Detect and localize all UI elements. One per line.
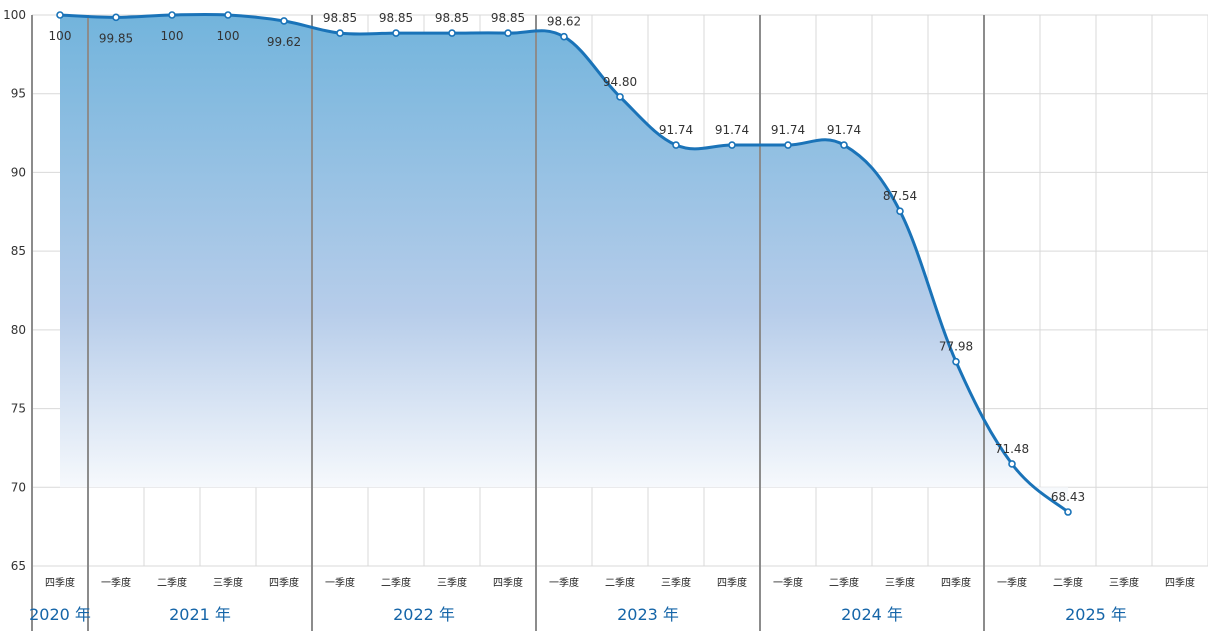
quarter-label: 三季度 bbox=[885, 576, 915, 589]
data-point bbox=[448, 29, 456, 37]
data-point bbox=[840, 141, 848, 149]
y-tick-label: 100 bbox=[3, 8, 26, 22]
quarter-label: 二季度 bbox=[381, 576, 411, 589]
year-label: 2022 年 bbox=[393, 605, 455, 624]
data-point bbox=[1064, 508, 1072, 516]
year-labels: 2020 年 2021 年 2022 年 2023 年 2024 年 2025 年 bbox=[29, 605, 1127, 624]
quarter-label: 二季度 bbox=[829, 576, 859, 589]
data-point bbox=[1008, 460, 1016, 468]
y-tick-label: 65 bbox=[11, 559, 26, 573]
quarter-label: 一季度 bbox=[549, 576, 579, 589]
y-tick-label: 85 bbox=[11, 244, 26, 258]
data-point bbox=[280, 17, 288, 25]
quarter-label: 三季度 bbox=[1109, 576, 1139, 589]
year-separators bbox=[31, 15, 985, 631]
quarter-label: 四季度 bbox=[717, 576, 747, 589]
data-point bbox=[336, 29, 344, 37]
quarter-label: 一季度 bbox=[997, 576, 1027, 589]
series-line bbox=[58, 12, 1070, 514]
y-tick-label: 90 bbox=[11, 165, 26, 179]
data-point bbox=[672, 141, 680, 149]
quarter-label: 三季度 bbox=[213, 576, 243, 589]
data-label: 98.85 bbox=[379, 11, 413, 25]
year-label: 2021 年 bbox=[169, 605, 231, 624]
data-point bbox=[616, 93, 624, 101]
data-point bbox=[728, 141, 736, 149]
quarter-label: 一季度 bbox=[101, 576, 131, 589]
data-label: 91.74 bbox=[715, 123, 749, 137]
data-label: 100 bbox=[161, 29, 184, 43]
data-label: 98.85 bbox=[491, 11, 525, 25]
data-label: 77.98 bbox=[939, 340, 973, 354]
data-point bbox=[952, 357, 960, 366]
quarter-label: 三季度 bbox=[661, 576, 691, 589]
y-axis-ticks: 65 70 75 80 85 90 95 100 bbox=[3, 8, 26, 573]
data-point bbox=[224, 11, 232, 19]
area-shape bbox=[60, 14, 1068, 513]
quarter-label: 二季度 bbox=[605, 576, 635, 589]
quarter-label: 四季度 bbox=[941, 576, 971, 589]
year-label: 2020 年 bbox=[29, 605, 91, 624]
data-point bbox=[896, 207, 904, 215]
data-point bbox=[504, 29, 512, 37]
year-label: 2024 年 bbox=[841, 605, 903, 624]
data-label: 98.62 bbox=[547, 15, 581, 29]
year-label: 2023 年 bbox=[617, 605, 679, 624]
quarter-labels: 四季度 一季度 二季度 三季度 四季度 一季度 二季度 三季度 四季度 一季度 二季度 三季度 四季度 一… bbox=[45, 576, 1195, 589]
data-labels: 100 99.85 100 100 99.62 98.85 98.85 98.85 98.85 9… bbox=[49, 11, 1086, 504]
data-point bbox=[168, 11, 176, 19]
quarter-label: 三季度 bbox=[437, 576, 467, 589]
data-label: 87.54 bbox=[883, 189, 917, 203]
data-label: 98.85 bbox=[435, 11, 469, 25]
year-label: 2025 年 bbox=[1065, 605, 1127, 624]
data-label: 100 bbox=[49, 29, 72, 43]
quarter-label: 四季度 bbox=[45, 576, 75, 589]
quarter-label: 四季度 bbox=[1165, 576, 1195, 589]
data-label: 99.62 bbox=[267, 35, 301, 49]
quarter-label: 二季度 bbox=[1053, 576, 1083, 589]
data-point bbox=[56, 11, 64, 19]
data-point bbox=[112, 13, 120, 22]
data-label: 94.80 bbox=[603, 75, 637, 89]
quarter-label: 四季度 bbox=[493, 576, 523, 589]
y-tick-label: 70 bbox=[11, 480, 26, 494]
area-fill bbox=[60, 14, 1068, 513]
data-point bbox=[784, 141, 792, 149]
series-line-path bbox=[58, 12, 1070, 514]
quarter-label: 一季度 bbox=[773, 576, 803, 589]
y-tick-label: 95 bbox=[11, 87, 26, 101]
data-points bbox=[56, 11, 1072, 516]
quarter-label: 四季度 bbox=[269, 576, 299, 589]
data-label: 91.74 bbox=[659, 123, 693, 137]
data-label: 100 bbox=[217, 29, 240, 43]
data-label: 91.74 bbox=[827, 123, 861, 137]
y-tick-label: 80 bbox=[11, 323, 26, 337]
data-point bbox=[392, 29, 400, 37]
data-label: 91.74 bbox=[771, 123, 805, 137]
data-label: 68.43 bbox=[1051, 490, 1085, 504]
quarter-label: 一季度 bbox=[325, 576, 355, 589]
data-label: 98.85 bbox=[323, 11, 357, 25]
y-tick-label: 75 bbox=[11, 402, 26, 416]
data-label: 99.85 bbox=[99, 31, 133, 45]
data-point bbox=[560, 32, 568, 41]
data-label: 71.48 bbox=[995, 442, 1029, 456]
quarter-label: 二季度 bbox=[157, 576, 187, 589]
